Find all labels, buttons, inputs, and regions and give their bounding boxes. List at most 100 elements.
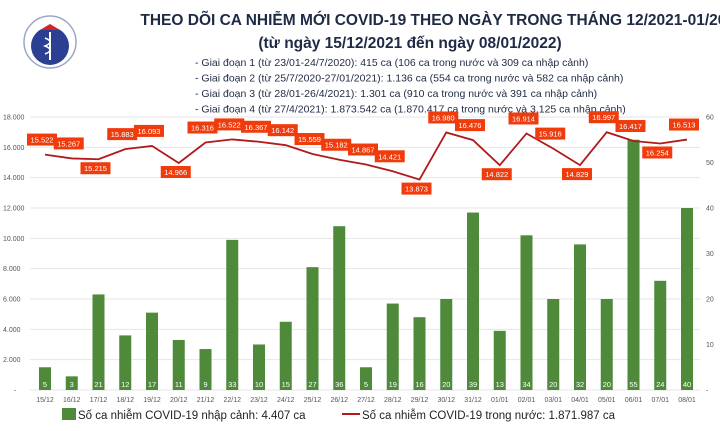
line-label: 15.215 (84, 164, 107, 173)
bar-label: 16 (415, 380, 423, 389)
bar-label: 36 (335, 380, 343, 389)
line-label: 16.513 (673, 121, 696, 130)
legend-line-label: Số ca nhiễm COVID-19 trong nước: 1.871.9… (362, 409, 616, 422)
line-label-box (374, 150, 405, 163)
chart-subtitle: (từ ngày 15/12/2021 đến ngày 08/01/2022) (258, 35, 561, 52)
bar-label: 33 (228, 380, 236, 389)
line-label-box (428, 111, 459, 124)
y-left-tick: 18.000 (3, 115, 25, 122)
y-left-tick: - (14, 388, 17, 395)
y-right-tick: - (706, 388, 709, 395)
x-tick: 03/01 (544, 397, 562, 404)
x-tick: 31/12 (464, 397, 482, 404)
line-label-box (27, 133, 57, 146)
bar (467, 212, 479, 390)
y-right-tick: 30 (706, 251, 714, 258)
bar (627, 139, 640, 390)
bar (654, 280, 667, 390)
line-label-box (401, 182, 432, 195)
bar (39, 367, 51, 390)
x-tick: 19/12 (143, 397, 161, 404)
x-tick: 02/01 (518, 397, 536, 404)
bar (119, 335, 132, 390)
line-label: 16.367 (245, 123, 268, 132)
line-series (44, 131, 688, 181)
line-label: 14.867 (352, 146, 375, 155)
note-line: - Giai đoạn 3 (từ 28/01-26/4/2021): 1.30… (195, 88, 597, 100)
line-label: 15.182 (325, 141, 348, 150)
line-label-box (187, 121, 218, 134)
legend-bar-swatch (62, 408, 76, 420)
x-tick: 04/01 (571, 397, 589, 404)
bar-label: 5 (364, 380, 368, 389)
bar-label: 20 (549, 380, 557, 389)
bar (600, 299, 613, 390)
bar (547, 299, 560, 390)
y-left-tick: 4.000 (3, 327, 21, 334)
y-left-tick: 12.000 (3, 206, 25, 213)
y-left-tick: 10.000 (3, 236, 25, 243)
bar-label: 20 (442, 380, 450, 389)
y-right-tick: 40 (706, 206, 714, 213)
bar (681, 208, 693, 390)
bar-label: 40 (683, 380, 691, 389)
bar-label: 13 (496, 380, 504, 389)
legend: Số ca nhiễm COVID-19 nhập cảnh: 4.407 ca… (62, 408, 616, 422)
bar-label: 15 (282, 380, 290, 389)
x-tick: 01/01 (491, 397, 509, 404)
bar (493, 330, 506, 390)
bar-label: 21 (94, 380, 102, 389)
line-label: 15.522 (31, 136, 54, 145)
note-line: - Giai đoạn 2 (từ 25/7/2020-27/01/2021):… (195, 73, 623, 85)
bar-label: 32 (576, 380, 584, 389)
x-tick: 20/12 (170, 397, 188, 404)
line-label-box (160, 166, 191, 179)
bar-label: 11 (175, 380, 183, 389)
line-label: 16.093 (138, 127, 161, 136)
x-tick: 29/12 (411, 397, 429, 404)
line-label: 14.966 (164, 168, 187, 177)
y-right-tick: 10 (706, 342, 714, 349)
line-label: 16.476 (459, 121, 482, 130)
line-label: 13.873 (405, 185, 428, 194)
bar (333, 226, 346, 390)
bar-label: 5 (43, 380, 47, 389)
note-line: - Giai đoạn 1 (từ 23/01-24/7/2020): 415 … (195, 57, 588, 69)
bar (226, 239, 239, 390)
notes: - Giai đoạn 1 (từ 23/01-24/7/2020): 415 … (195, 57, 626, 116)
x-tick: 27/12 (357, 397, 375, 404)
x-tick: 08/01 (678, 397, 696, 404)
y-left-tick: 16.000 (3, 145, 25, 152)
line-label-box (562, 168, 592, 181)
x-tick: 18/12 (116, 397, 134, 404)
x-tick: 16/12 (63, 397, 81, 404)
line-label-box (80, 162, 111, 175)
x-tick: 22/12 (223, 397, 241, 404)
bar (65, 376, 78, 390)
x-tick: 15/12 (36, 397, 54, 404)
line-label-box (508, 112, 539, 125)
line-label-box (669, 118, 699, 131)
line-label-box (615, 120, 646, 133)
bar-label: 20 (603, 380, 611, 389)
y-left-tick: 2.000 (3, 357, 21, 364)
line-label: 14.822 (485, 170, 508, 179)
bar-label: 39 (469, 380, 477, 389)
y-left-tick: 8.000 (3, 266, 21, 273)
bar-label: 55 (629, 380, 637, 389)
line-label: 16.980 (432, 113, 455, 122)
legend-bar-label: Số ca nhiễm COVID-19 nhập cảnh: 4.407 ca (78, 409, 306, 422)
bar (279, 321, 292, 390)
y-left-tick: 14.000 (3, 175, 25, 182)
x-tick: 24/12 (277, 397, 295, 404)
x-tick: 05/01 (598, 397, 616, 404)
line-label: 16.997 (592, 113, 615, 122)
bar-label: 34 (522, 380, 530, 389)
line-label-box (241, 120, 271, 133)
bar (92, 294, 105, 390)
y-left-tick: 6.000 (3, 297, 21, 304)
bar (386, 303, 399, 390)
bar (413, 317, 426, 390)
line-label: 15.267 (57, 139, 80, 148)
line-label: 16.142 (271, 126, 294, 135)
